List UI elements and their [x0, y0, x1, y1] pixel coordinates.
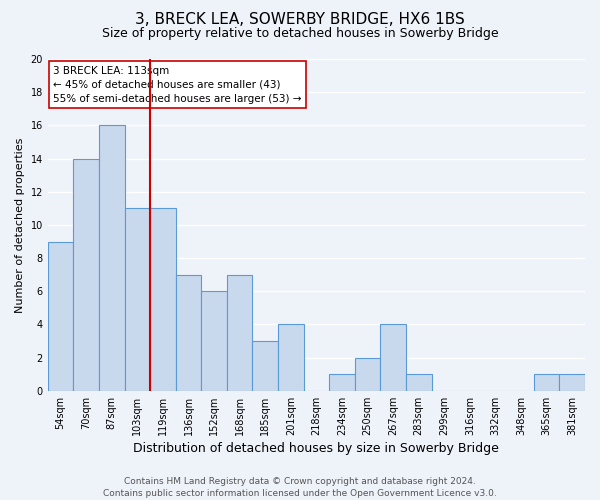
Bar: [48, 242, 73, 391]
Bar: [559, 374, 585, 391]
Text: 3, BRECK LEA, SOWERBY BRIDGE, HX6 1BS: 3, BRECK LEA, SOWERBY BRIDGE, HX6 1BS: [135, 12, 465, 28]
Bar: [201, 292, 227, 391]
Bar: [534, 374, 559, 391]
Y-axis label: Number of detached properties: Number of detached properties: [15, 137, 25, 312]
Text: Contains HM Land Registry data © Crown copyright and database right 2024.
Contai: Contains HM Land Registry data © Crown c…: [103, 476, 497, 498]
Text: Size of property relative to detached houses in Sowerby Bridge: Size of property relative to detached ho…: [101, 28, 499, 40]
Bar: [380, 324, 406, 391]
Bar: [329, 374, 355, 391]
Bar: [176, 274, 201, 391]
Bar: [227, 274, 253, 391]
Text: 3 BRECK LEA: 113sqm
← 45% of detached houses are smaller (43)
55% of semi-detach: 3 BRECK LEA: 113sqm ← 45% of detached ho…: [53, 66, 302, 104]
X-axis label: Distribution of detached houses by size in Sowerby Bridge: Distribution of detached houses by size …: [133, 442, 499, 455]
Bar: [278, 324, 304, 391]
Bar: [406, 374, 431, 391]
Bar: [253, 341, 278, 391]
Bar: [150, 208, 176, 391]
Bar: [125, 208, 150, 391]
Bar: [355, 358, 380, 391]
Bar: [73, 158, 99, 391]
Bar: [99, 126, 125, 391]
